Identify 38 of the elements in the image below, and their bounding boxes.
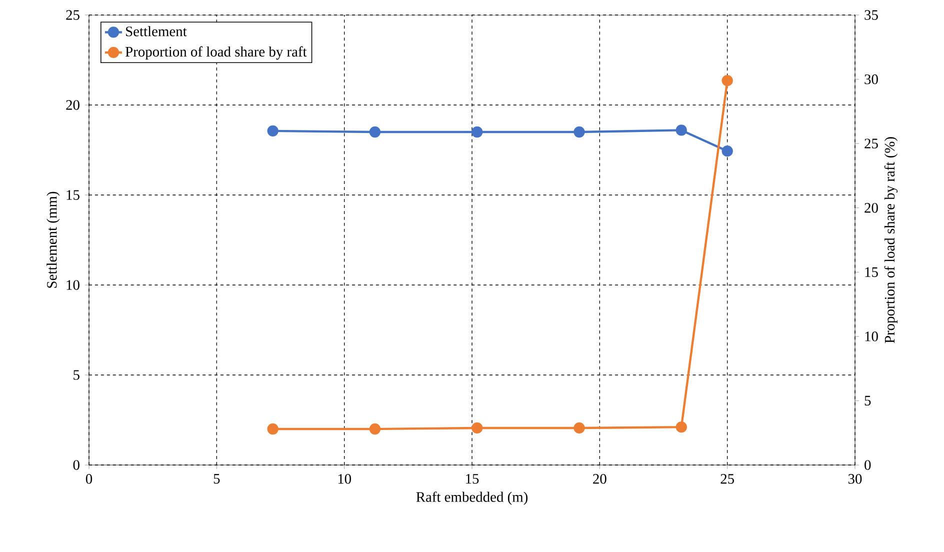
x-tick-label: 0 <box>86 474 92 484</box>
point <box>472 422 483 434</box>
point <box>267 423 278 435</box>
y2-axis-title: Proportion of load share by raft (%) <box>884 137 898 344</box>
y-tick-label: 20 <box>66 100 80 110</box>
y2-tick-label: 0 <box>864 460 871 470</box>
y2-tick-label: 25 <box>864 138 878 148</box>
y-tick-label: 0 <box>73 460 80 470</box>
x-tick-label: 10 <box>338 474 352 484</box>
y-axis-title: Settlement (mm) <box>46 192 60 288</box>
point <box>267 125 278 136</box>
y-tick-label: 10 <box>66 280 80 290</box>
y2-tick-label: 5 <box>864 396 871 406</box>
legend-label: Settlement <box>126 26 187 36</box>
x-tick-label: 25 <box>720 474 734 484</box>
y2-tick-label: 20 <box>864 202 878 213</box>
legend-label: Proportion of load share by raft <box>125 46 307 60</box>
y-tick-label: 25 <box>66 10 80 20</box>
point <box>574 126 585 138</box>
x-tick-label: 5 <box>214 474 220 484</box>
point <box>722 146 733 157</box>
y2-tick-label: 30 <box>864 74 878 84</box>
y2-tick-label: 35 <box>864 10 878 20</box>
point <box>722 74 733 86</box>
y-tick-label: 5 <box>74 370 80 380</box>
x-tick-label: 30 <box>848 474 862 484</box>
point <box>676 124 687 136</box>
x-tick-label: 20 <box>593 474 606 484</box>
point <box>676 421 687 433</box>
y2-tick-label: 15 <box>865 267 878 277</box>
y2-tick-label: 10 <box>865 332 878 342</box>
y-tick-label: 15 <box>66 190 80 200</box>
point <box>472 126 483 138</box>
point <box>369 126 381 138</box>
point <box>574 422 585 434</box>
point <box>369 423 381 435</box>
x-axis-title: Raft embedded (m) <box>416 492 528 505</box>
x-tick-label: 15 <box>466 474 479 484</box>
